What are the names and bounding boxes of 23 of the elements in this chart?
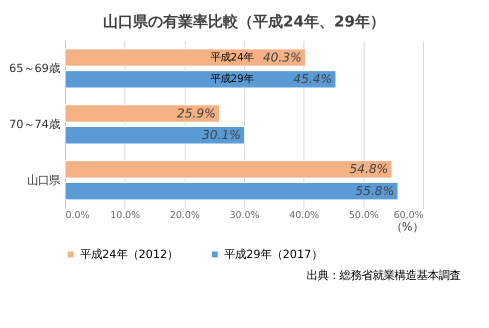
- data-label: 25.9%: [176, 106, 216, 120]
- annotation: 平成24年: [210, 51, 254, 64]
- data-label: 54.8%: [349, 162, 388, 176]
- y-tick-label: 65～69歳: [9, 62, 60, 76]
- x-tick-label: 10.0%: [110, 210, 140, 222]
- data-label: 40.3%: [262, 50, 302, 64]
- x-tick-label: 20.0%: [170, 210, 200, 222]
- x-tick-label: 60.0%: [394, 210, 424, 222]
- x-axis-title: （%）: [390, 220, 424, 234]
- x-tick-label: 50.0%: [348, 210, 379, 222]
- x-tick-label: 30.0%: [230, 210, 260, 222]
- data-label: 30.1%: [202, 128, 241, 142]
- legend-label: 平成24年（2012）: [80, 248, 178, 262]
- source-note: 出典：総務省就業構造基本調査: [306, 268, 461, 282]
- legend-label: 平成29年（2017）: [224, 248, 322, 262]
- data-label: 45.4%: [293, 72, 332, 86]
- annotation: 平成29年: [210, 73, 254, 86]
- data-label: 55.8%: [355, 184, 394, 198]
- y-tick-label: 70～74歳: [9, 118, 60, 132]
- x-tick-label: 0.0%: [65, 210, 90, 222]
- y-tick-label: 山口県: [26, 174, 60, 188]
- x-tick-label: 40.0%: [289, 210, 320, 222]
- chart-title: 山口県の有業率比較（平成24年、29年）: [103, 12, 385, 30]
